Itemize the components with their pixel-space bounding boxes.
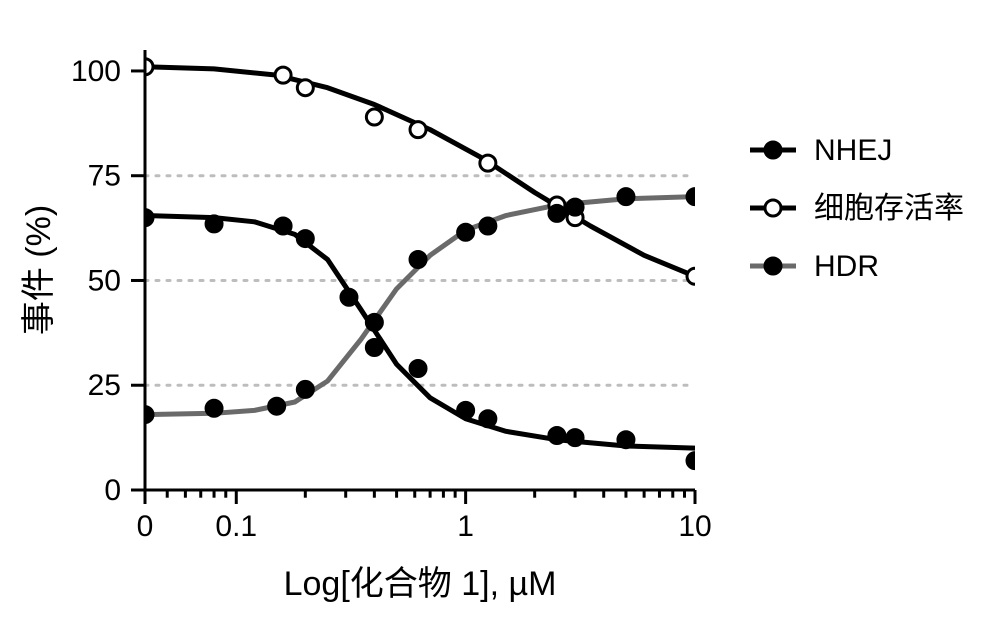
series-marker-hdr xyxy=(269,398,285,414)
series-marker-nhej xyxy=(458,402,474,418)
chart-svg: 0 25 50 75 100 0 0.1 1 10 事件 (%) Log[化合物 1], µM NHE… xyxy=(0,0,1000,633)
y-tick-label: 50 xyxy=(88,264,121,297)
series-marker-nhej xyxy=(275,218,291,234)
series-marker-hdr xyxy=(410,252,426,268)
series-marker-viability xyxy=(410,122,426,138)
legend-label: 细胞存活率 xyxy=(814,192,964,225)
series-marker-hdr xyxy=(687,189,703,205)
legend-label: NHEJ xyxy=(814,134,892,167)
series-line-hdr xyxy=(145,197,695,415)
series-marker-viability xyxy=(297,80,313,96)
series-marker-nhej xyxy=(567,430,583,446)
dose-response-chart: 0 25 50 75 100 0 0.1 1 10 事件 (%) Log[化合物 1], µM NHE… xyxy=(0,0,1000,633)
y-tick-label: 75 xyxy=(88,160,121,193)
legend-label: HDR xyxy=(814,250,879,283)
x-axis-label: Log[化合物 1], µM xyxy=(284,565,557,603)
series-marker-viability xyxy=(366,109,382,125)
series-marker-hdr xyxy=(297,381,313,397)
x-tick-label: 10 xyxy=(678,510,711,543)
series-marker-nhej xyxy=(341,289,357,305)
series-line-viability xyxy=(145,67,695,277)
x-tick-label: 0.1 xyxy=(215,510,257,543)
legend-swatch-marker xyxy=(765,200,781,216)
y-tick-label: 100 xyxy=(71,55,121,88)
series-marker-hdr xyxy=(618,189,634,205)
y-axis-label: 事件 (%) xyxy=(20,205,58,335)
x-tick-label: 1 xyxy=(457,510,474,543)
series-marker-nhej xyxy=(687,453,703,469)
series-marker-nhej xyxy=(366,340,382,356)
series-marker-viability xyxy=(275,67,291,83)
series-marker-nhej xyxy=(206,216,222,232)
series-marker-nhej xyxy=(410,360,426,376)
series-marker-viability xyxy=(687,268,703,284)
series-marker-nhej xyxy=(618,432,634,448)
series-marker-hdr xyxy=(567,199,583,215)
series-marker-hdr xyxy=(480,218,496,234)
series-marker-hdr xyxy=(366,314,382,330)
legend-swatch-marker xyxy=(765,258,781,274)
series-marker-hdr xyxy=(549,205,565,221)
series-marker-nhej xyxy=(549,428,565,444)
series-marker-viability xyxy=(480,155,496,171)
x-tick-label: 0 xyxy=(137,510,154,543)
series-marker-nhej xyxy=(480,411,496,427)
y-tick-label: 0 xyxy=(104,474,121,507)
series-marker-hdr xyxy=(458,224,474,240)
series-marker-hdr xyxy=(206,400,222,416)
y-tick-label: 25 xyxy=(88,369,121,402)
series-marker-nhej xyxy=(297,231,313,247)
legend-swatch-marker xyxy=(765,142,781,158)
